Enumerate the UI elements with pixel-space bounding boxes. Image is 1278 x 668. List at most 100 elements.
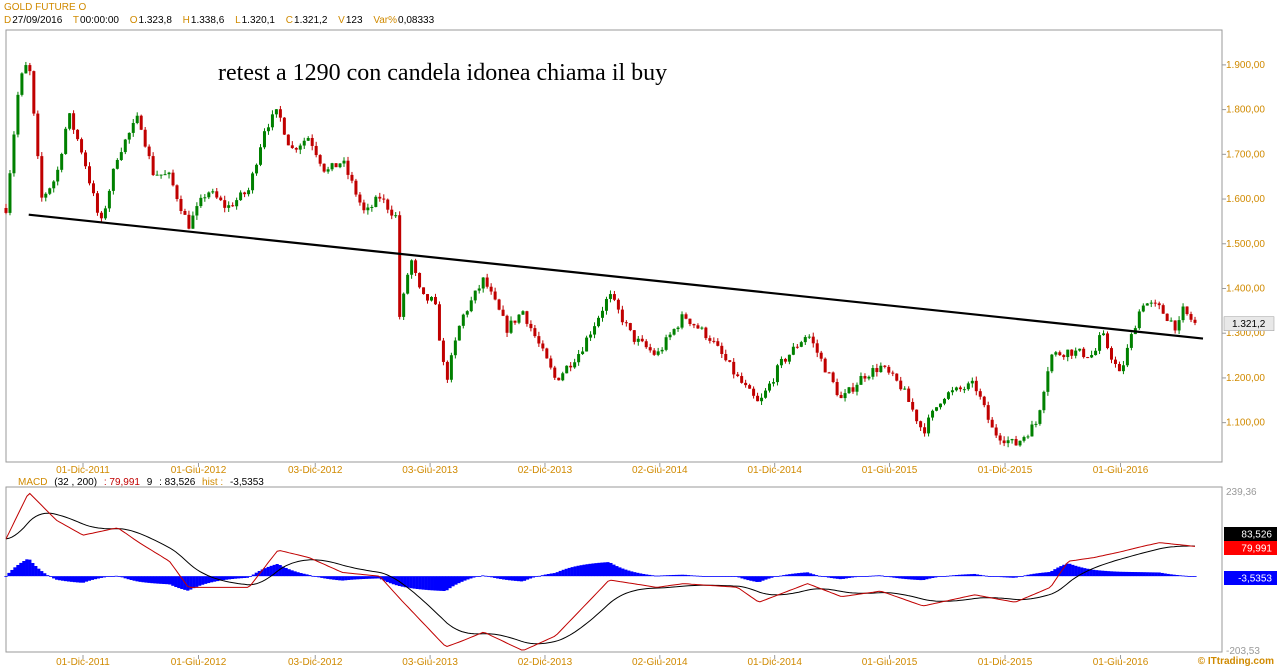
- macd-hist-bar: [266, 566, 270, 577]
- candle-body: [533, 328, 537, 337]
- macd-hist-bar: [69, 576, 74, 582]
- macd-hist-bar: [534, 576, 539, 577]
- macd-hist-bar: [263, 568, 267, 577]
- macd-hist-bar: [1136, 572, 1140, 577]
- candle-body: [732, 361, 736, 375]
- candle-body: [390, 209, 394, 216]
- macd-hist-bar: [487, 576, 491, 577]
- macd-hist-bar: [1190, 576, 1194, 577]
- macd-hist-bar: [463, 576, 467, 581]
- macd-hist-bar: [671, 574, 676, 577]
- candle-body: [688, 318, 692, 325]
- candle-body: [191, 215, 195, 229]
- candle-body: [915, 409, 919, 422]
- candle-body: [692, 324, 696, 326]
- candle-body: [370, 206, 374, 208]
- candle-body: [139, 115, 143, 130]
- macd-hist-bar: [1181, 575, 1185, 577]
- macd-hist-bar: [460, 576, 464, 582]
- macd-hist-bar: [791, 573, 795, 577]
- macd-hist-bar: [516, 576, 521, 582]
- candle-body: [24, 65, 28, 74]
- candle-body: [791, 346, 795, 355]
- macd-hist-bar: [567, 567, 571, 577]
- macd-hist-bar: [585, 564, 589, 577]
- macd-hist-bar: [147, 576, 151, 583]
- candle-body: [1149, 302, 1153, 304]
- macd-hist-bar: [519, 576, 524, 582]
- macd-hist-bar: [129, 576, 133, 581]
- macd-hist-bar: [680, 574, 685, 577]
- macd-hist-bar: [776, 576, 780, 577]
- macd-value-badges: 83,526 79,991 -3,5353: [1224, 527, 1277, 585]
- candle-body: [326, 169, 330, 172]
- macd-hist-bar: [230, 576, 235, 579]
- macd-hist-bar: [13, 567, 17, 577]
- date-value: 27/09/2016: [12, 15, 63, 26]
- candle-body: [919, 421, 923, 428]
- macd-hist-bar: [552, 573, 556, 577]
- macd-hist-bar: [925, 576, 929, 580]
- candle-body: [1038, 410, 1042, 424]
- candle-body: [931, 410, 935, 418]
- macd-hist-bar: [63, 576, 68, 582]
- candle-body: [1161, 305, 1165, 314]
- candle-body: [608, 294, 612, 299]
- macd-hist-bar: [391, 576, 395, 585]
- candle-body: [835, 382, 839, 396]
- macd-hist-bar: [877, 575, 881, 577]
- candle-body: [867, 376, 871, 379]
- candle-body: [1102, 333, 1106, 336]
- candle-body: [624, 322, 628, 324]
- macd-hist-bar: [1184, 575, 1188, 577]
- macd-hist-bar: [1029, 574, 1033, 577]
- macd-hist-bar: [540, 575, 544, 577]
- macd-hist-bar: [284, 567, 288, 577]
- macd-x-tick-label: 01-Giu-2012: [171, 657, 227, 668]
- candle-body: [1094, 350, 1098, 356]
- candle-body: [330, 163, 334, 170]
- macd-hist-bar: [1139, 572, 1143, 577]
- candle-body: [958, 387, 962, 390]
- candle-body: [1078, 348, 1082, 351]
- candle-body: [946, 392, 950, 399]
- candle-body: [557, 377, 561, 381]
- macd-hist-bar: [1053, 569, 1057, 577]
- macd-hist-bar: [4, 576, 8, 577]
- macd-hist-bar: [207, 576, 211, 584]
- macd-hist-bar: [1065, 563, 1069, 577]
- candle-body: [887, 366, 891, 373]
- candle-body: [195, 206, 199, 216]
- macd-hist-bar: [1008, 576, 1012, 578]
- candle-body: [752, 388, 756, 396]
- macd-hist-bar: [537, 575, 542, 577]
- macd-hist-bar: [150, 576, 154, 584]
- candle-body: [736, 374, 740, 377]
- macd-hist-bar: [1193, 576, 1197, 577]
- macd-hist-bar: [561, 569, 565, 577]
- macd-hist-bar: [969, 574, 974, 577]
- candle-body: [477, 288, 481, 291]
- candle-body: [581, 351, 585, 355]
- candle-body: [88, 166, 92, 184]
- candle-body: [163, 174, 167, 176]
- candle-body: [907, 388, 911, 402]
- candle-body: [589, 334, 593, 338]
- candle-body: [147, 146, 151, 157]
- macd-hist-bar: [293, 571, 297, 577]
- macd-hist-bar: [713, 576, 717, 577]
- macd-hist-bar: [1121, 571, 1126, 577]
- candle-body: [708, 338, 712, 341]
- candle-body: [636, 338, 640, 342]
- macd-hist-bar: [543, 574, 547, 577]
- macd-hist-bar: [916, 576, 920, 580]
- macd-hist-bar: [1118, 571, 1123, 577]
- macd-hist-bar: [227, 576, 232, 580]
- macd-hist-bar: [615, 566, 619, 577]
- close-key: C: [285, 15, 294, 26]
- macd-hist-bar: [308, 575, 312, 577]
- candle-body: [16, 94, 20, 135]
- macd-hist-bar: [299, 573, 303, 577]
- macd-hist-bar: [105, 576, 109, 577]
- candle-body: [962, 389, 966, 391]
